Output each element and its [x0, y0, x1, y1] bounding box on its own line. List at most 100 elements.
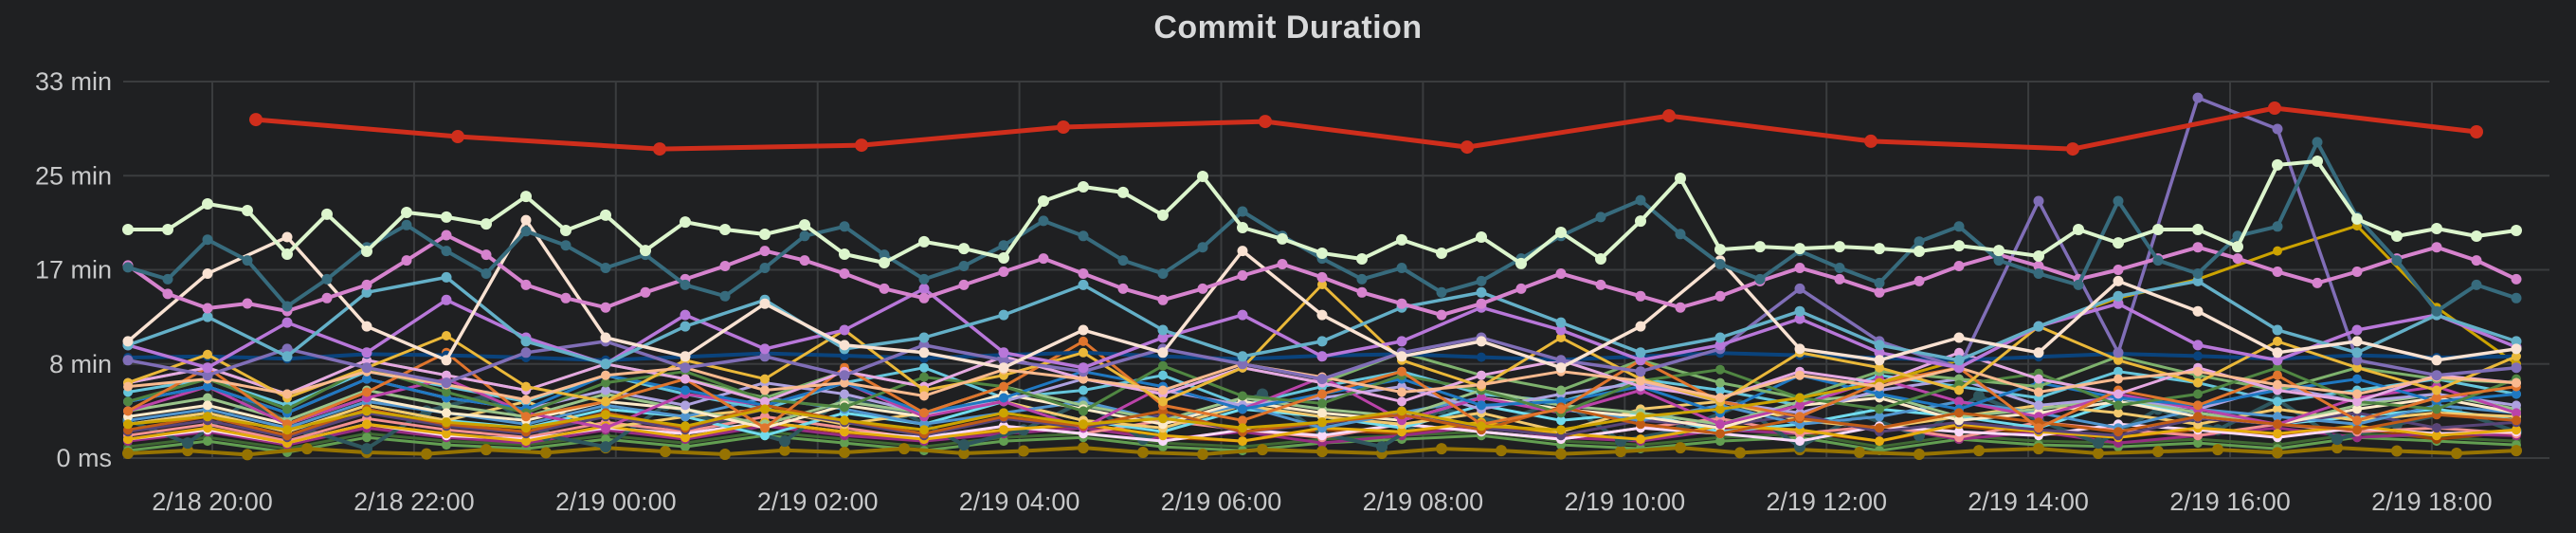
data-point[interactable]: [421, 448, 432, 460]
data-point[interactable]: [1875, 389, 1884, 399]
data-point[interactable]: [680, 412, 690, 422]
data-point[interactable]: [1875, 423, 1884, 433]
data-point[interactable]: [1555, 448, 1567, 460]
data-point[interactable]: [1555, 362, 1567, 374]
data-point[interactable]: [898, 443, 910, 455]
data-point[interactable]: [1555, 324, 1567, 336]
data-point[interactable]: [2511, 292, 2522, 303]
data-point[interactable]: [2351, 266, 2363, 277]
data-point[interactable]: [1914, 449, 1925, 460]
data-point[interactable]: [1477, 370, 1486, 380]
data-point[interactable]: [2193, 377, 2203, 388]
data-point[interactable]: [2512, 400, 2521, 411]
data-point[interactable]: [1794, 283, 1805, 294]
data-point[interactable]: [242, 255, 253, 266]
data-point[interactable]: [1396, 351, 1407, 362]
data-point[interactable]: [2193, 438, 2203, 449]
data-point[interactable]: [2193, 389, 2203, 399]
data-point[interactable]: [2351, 212, 2363, 225]
data-point[interactable]: [281, 248, 293, 260]
data-point[interactable]: [839, 324, 850, 336]
data-point[interactable]: [680, 442, 690, 452]
data-point[interactable]: [2033, 250, 2044, 262]
data-point[interactable]: [1237, 358, 1248, 370]
data-point[interactable]: [442, 417, 451, 428]
data-point[interactable]: [1079, 374, 1088, 384]
data-point[interactable]: [1078, 268, 1089, 279]
data-point[interactable]: [1496, 445, 1507, 457]
data-point[interactable]: [2511, 362, 2522, 374]
data-point[interactable]: [2073, 279, 2084, 290]
data-point[interactable]: [1973, 445, 1985, 457]
data-point[interactable]: [600, 302, 611, 313]
data-point[interactable]: [1277, 259, 1288, 269]
data-point[interactable]: [1635, 215, 1646, 228]
data-point[interactable]: [1277, 232, 1288, 245]
data-point[interactable]: [879, 249, 890, 261]
data-point[interactable]: [1356, 253, 1368, 265]
data-point[interactable]: [182, 437, 193, 450]
data-point[interactable]: [1238, 391, 1247, 401]
data-point[interactable]: [2113, 265, 2124, 275]
data-point[interactable]: [451, 130, 464, 143]
data-point[interactable]: [1795, 370, 1805, 380]
data-point[interactable]: [2312, 156, 2323, 167]
data-point[interactable]: [203, 423, 212, 433]
data-point[interactable]: [1079, 385, 1088, 395]
series-26[interactable]: [123, 280, 2521, 407]
data-point[interactable]: [1079, 406, 1088, 416]
data-point[interactable]: [202, 268, 213, 279]
data-point[interactable]: [1954, 415, 1964, 426]
data-point[interactable]: [2212, 444, 2223, 456]
data-point[interactable]: [301, 443, 313, 455]
data-point[interactable]: [1197, 171, 1208, 182]
data-point[interactable]: [2351, 324, 2363, 336]
data-point[interactable]: [1396, 298, 1407, 309]
data-point[interactable]: [1316, 351, 1328, 362]
data-point[interactable]: [759, 246, 771, 257]
data-point[interactable]: [1436, 443, 1447, 455]
data-point[interactable]: [1476, 286, 1487, 298]
data-point[interactable]: [1477, 421, 1486, 432]
data-point[interactable]: [760, 423, 770, 433]
data-point[interactable]: [1117, 186, 1129, 198]
data-point[interactable]: [2352, 362, 2362, 373]
data-point[interactable]: [2034, 387, 2043, 397]
data-point[interactable]: [1317, 408, 1327, 418]
data-point[interactable]: [1197, 283, 1208, 294]
data-point[interactable]: [520, 347, 532, 358]
data-point[interactable]: [919, 425, 929, 435]
data-point[interactable]: [2351, 336, 2363, 347]
data-point[interactable]: [481, 218, 492, 230]
data-point[interactable]: [2352, 374, 2362, 384]
data-point[interactable]: [998, 309, 1009, 321]
data-point[interactable]: [680, 279, 691, 290]
data-point[interactable]: [760, 404, 770, 414]
data-point[interactable]: [1079, 336, 1088, 346]
data-point[interactable]: [601, 410, 610, 420]
data-point[interactable]: [1476, 298, 1487, 309]
data-point[interactable]: [560, 225, 571, 236]
data-point[interactable]: [441, 355, 452, 366]
data-point[interactable]: [1316, 309, 1328, 321]
data-point[interactable]: [202, 362, 213, 374]
data-point[interactable]: [1078, 324, 1089, 336]
data-point[interactable]: [2193, 351, 2203, 361]
data-point[interactable]: [600, 263, 611, 273]
data-point[interactable]: [2033, 443, 2044, 455]
data-point[interactable]: [1238, 404, 1247, 414]
data-point[interactable]: [1993, 255, 2005, 266]
data-point[interactable]: [1854, 447, 1865, 458]
data-point[interactable]: [1158, 385, 1168, 395]
data-point[interactable]: [2193, 412, 2203, 422]
data-point[interactable]: [2391, 445, 2403, 457]
data-point[interactable]: [442, 387, 451, 397]
data-point[interactable]: [1237, 246, 1248, 257]
series-34[interactable]: [122, 156, 2522, 269]
data-point[interactable]: [1397, 427, 1406, 437]
data-point[interactable]: [1397, 366, 1406, 377]
data-point[interactable]: [2192, 242, 2204, 253]
data-point[interactable]: [918, 340, 930, 351]
data-point[interactable]: [1636, 412, 1645, 422]
data-point[interactable]: [203, 412, 212, 422]
